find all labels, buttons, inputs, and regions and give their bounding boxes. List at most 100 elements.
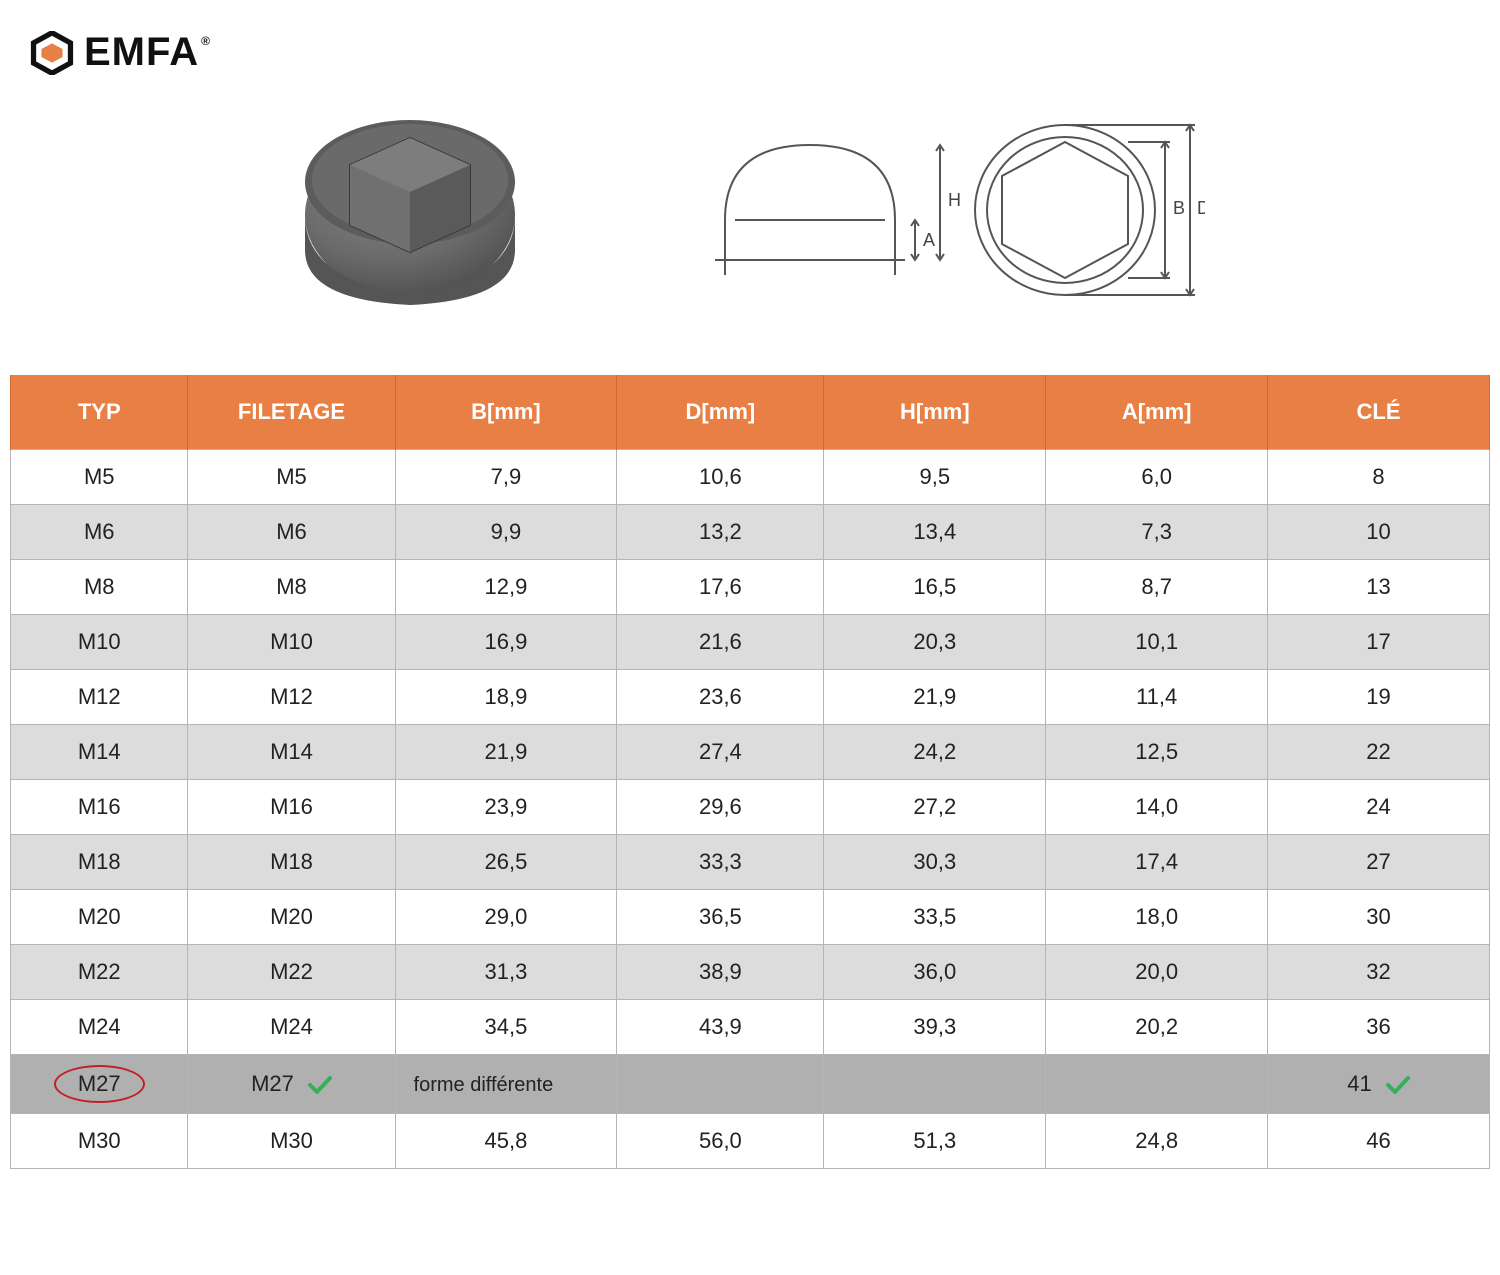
table-cell: M5: [11, 450, 188, 505]
table-cell: 33,3: [617, 835, 824, 890]
table-cell: 13,4: [824, 505, 1046, 560]
table-cell: 16,5: [824, 560, 1046, 615]
table-cell: M30: [188, 1114, 395, 1169]
column-header: D[mm]: [617, 375, 824, 450]
table-cell: M10: [188, 615, 395, 670]
table-row: M16M1623,929,627,214,024: [11, 780, 1490, 835]
check-icon: [308, 1076, 332, 1094]
table-cell: M27: [188, 1055, 395, 1114]
table-cell: 10,1: [1046, 615, 1268, 670]
hexagon-icon: [30, 31, 74, 75]
table-cell: 33,5: [824, 890, 1046, 945]
table-cell: 21,9: [824, 670, 1046, 725]
table-cell: 17,4: [1046, 835, 1268, 890]
table-header-row: TYPFILETAGEB[mm]D[mm]H[mm]A[mm]CLÉ: [11, 375, 1490, 450]
table-cell: 20,2: [1046, 1000, 1268, 1055]
table-cell: 14,0: [1046, 780, 1268, 835]
table-cell: 17: [1268, 615, 1490, 670]
table-cell: M22: [188, 945, 395, 1000]
table-cell: 11,4: [1046, 670, 1268, 725]
table-cell: M6: [188, 505, 395, 560]
table-cell: 26,5: [395, 835, 617, 890]
table-row: M27M27forme différente41: [11, 1055, 1490, 1114]
table-row: M6M69,913,213,47,310: [11, 505, 1490, 560]
table-cell: 36: [1268, 1000, 1490, 1055]
table-row: M8M812,917,616,58,713: [11, 560, 1490, 615]
table-cell: 10,6: [617, 450, 824, 505]
table-cell: 21,6: [617, 615, 824, 670]
table-cell: 36,0: [824, 945, 1046, 1000]
table-cell: 51,3: [824, 1114, 1046, 1169]
table-cell: 24: [1268, 780, 1490, 835]
table-cell: 21,9: [395, 725, 617, 780]
technical-diagram: A H B D: [685, 110, 1205, 310]
table-cell: 13,2: [617, 505, 824, 560]
table-cell: [617, 1055, 824, 1114]
column-header: CLÉ: [1268, 375, 1490, 450]
table-cell: 13: [1268, 560, 1490, 615]
table-cell: M27: [11, 1055, 188, 1114]
table-cell: M30: [11, 1114, 188, 1169]
column-header: A[mm]: [1046, 375, 1268, 450]
dim-label-H: H: [948, 190, 961, 210]
brand-name: EMFA®: [84, 30, 209, 75]
specs-table: TYPFILETAGEB[mm]D[mm]H[mm]A[mm]CLÉ M5M57…: [10, 375, 1490, 1169]
table-cell: 30: [1268, 890, 1490, 945]
table-cell: 43,9: [617, 1000, 824, 1055]
table-cell: 41: [1268, 1055, 1490, 1114]
table-cell: [824, 1055, 1046, 1114]
table-row: M10M1016,921,620,310,117: [11, 615, 1490, 670]
table-row: M22M2231,338,936,020,032: [11, 945, 1490, 1000]
table-cell: M20: [188, 890, 395, 945]
table-cell: 7,9: [395, 450, 617, 505]
table-cell: M14: [188, 725, 395, 780]
table-cell: 27: [1268, 835, 1490, 890]
table-cell: M20: [11, 890, 188, 945]
table-cell: 9,9: [395, 505, 617, 560]
table-cell: 22: [1268, 725, 1490, 780]
table-cell: M12: [188, 670, 395, 725]
check-icon: [1386, 1076, 1410, 1094]
table-cell: M5: [188, 450, 395, 505]
brand-logo: EMFA®: [30, 30, 1490, 75]
table-cell: 23,6: [617, 670, 824, 725]
table-cell: M6: [11, 505, 188, 560]
table-cell: 19: [1268, 670, 1490, 725]
table-cell: 34,5: [395, 1000, 617, 1055]
table-cell: 18,9: [395, 670, 617, 725]
column-header: H[mm]: [824, 375, 1046, 450]
table-row: M20M2029,036,533,518,030: [11, 890, 1490, 945]
table-cell: 46: [1268, 1114, 1490, 1169]
table-row: M18M1826,533,330,317,427: [11, 835, 1490, 890]
table-cell: 24,2: [824, 725, 1046, 780]
table-cell: 23,9: [395, 780, 617, 835]
table-cell: 12,5: [1046, 725, 1268, 780]
table-cell: [1046, 1055, 1268, 1114]
table-cell: 24,8: [1046, 1114, 1268, 1169]
table-cell: 32: [1268, 945, 1490, 1000]
table-cell: 17,6: [617, 560, 824, 615]
column-header: FILETAGE: [188, 375, 395, 450]
table-cell: 20,3: [824, 615, 1046, 670]
table-cell: M24: [188, 1000, 395, 1055]
table-cell: 7,3: [1046, 505, 1268, 560]
table-cell: 16,9: [395, 615, 617, 670]
images-row: A H B D: [10, 95, 1490, 325]
table-cell: 9,5: [824, 450, 1046, 505]
table-cell: 6,0: [1046, 450, 1268, 505]
table-row: M5M57,910,69,56,08: [11, 450, 1490, 505]
dim-label-D: D: [1197, 198, 1205, 218]
table-cell: 27,2: [824, 780, 1046, 835]
table-cell: M14: [11, 725, 188, 780]
table-row: M14M1421,927,424,212,522: [11, 725, 1490, 780]
table-cell: M18: [188, 835, 395, 890]
table-cell: 45,8: [395, 1114, 617, 1169]
table-cell: M24: [11, 1000, 188, 1055]
table-cell: forme différente: [395, 1055, 617, 1114]
table-cell: M10: [11, 615, 188, 670]
dim-label-B: B: [1173, 198, 1185, 218]
table-cell: 39,3: [824, 1000, 1046, 1055]
table-cell: 20,0: [1046, 945, 1268, 1000]
table-cell: 8,7: [1046, 560, 1268, 615]
table-row: M24M2434,543,939,320,236: [11, 1000, 1490, 1055]
